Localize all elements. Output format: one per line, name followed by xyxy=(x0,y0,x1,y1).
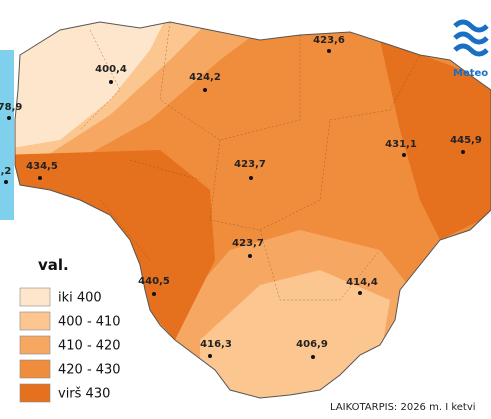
station-dot xyxy=(38,176,42,180)
station-dot xyxy=(461,150,465,154)
zone xyxy=(15,40,491,340)
station-label: 414,4 xyxy=(346,277,378,288)
sea xyxy=(0,50,14,220)
station-dot xyxy=(4,180,8,184)
station-label: 406,9 xyxy=(296,339,328,350)
station-label: 416,3 xyxy=(200,339,232,350)
logo: Meteo l xyxy=(453,19,491,79)
station-dot xyxy=(152,292,156,296)
legend-swatch xyxy=(19,359,51,379)
station-label: 440,5 xyxy=(138,276,170,287)
legend-label: 420 - 430 xyxy=(58,363,121,378)
stations: 400,4 423,6 424,2 78,9 431,1 445,9 423,7 434,5,… xyxy=(0,35,482,359)
station-label: 78,9 xyxy=(0,102,22,113)
legend-label: 410 - 420 xyxy=(58,339,121,354)
station-dot xyxy=(7,116,11,120)
legend-title: val. xyxy=(38,256,69,274)
station-dot xyxy=(358,291,362,295)
station-dot xyxy=(402,153,406,157)
legend-swatch xyxy=(19,335,51,355)
station-label: 445,9 xyxy=(450,135,482,146)
station-label: 431,1 xyxy=(385,139,417,150)
station-dot xyxy=(311,355,315,359)
legend-label: iki 400 xyxy=(58,291,102,306)
districts xyxy=(79,21,421,301)
station-label: 434,5 xyxy=(26,161,58,172)
station-dot xyxy=(109,80,113,84)
legend-label: 400 - 410 xyxy=(58,315,121,330)
footer: LAIKOTARPIS: 2026 m. I ketvi xyxy=(330,402,476,413)
station-label: 423,6 xyxy=(313,35,345,46)
legend-swatch xyxy=(19,383,51,403)
station-dot xyxy=(327,49,331,53)
station-label: 423,7 xyxy=(232,238,264,249)
station-label: ,2 xyxy=(1,166,12,177)
station-dot xyxy=(208,354,212,358)
station-label: 424,2 xyxy=(189,72,221,83)
logo-text: Meteo l xyxy=(453,68,491,79)
legend-swatch xyxy=(19,311,51,331)
station-dot xyxy=(203,88,207,92)
legend-swatch xyxy=(19,287,51,307)
station-dot xyxy=(248,254,252,258)
legend-label: virš 430 xyxy=(58,387,110,402)
border xyxy=(14,21,491,399)
station-label: 423,7 xyxy=(234,159,266,170)
station-label: 400,4 xyxy=(95,64,127,75)
station-dot xyxy=(249,176,253,180)
legend: val. iki 400 400 - 410 410 - 420 420 - 430 v… xyxy=(19,256,121,403)
